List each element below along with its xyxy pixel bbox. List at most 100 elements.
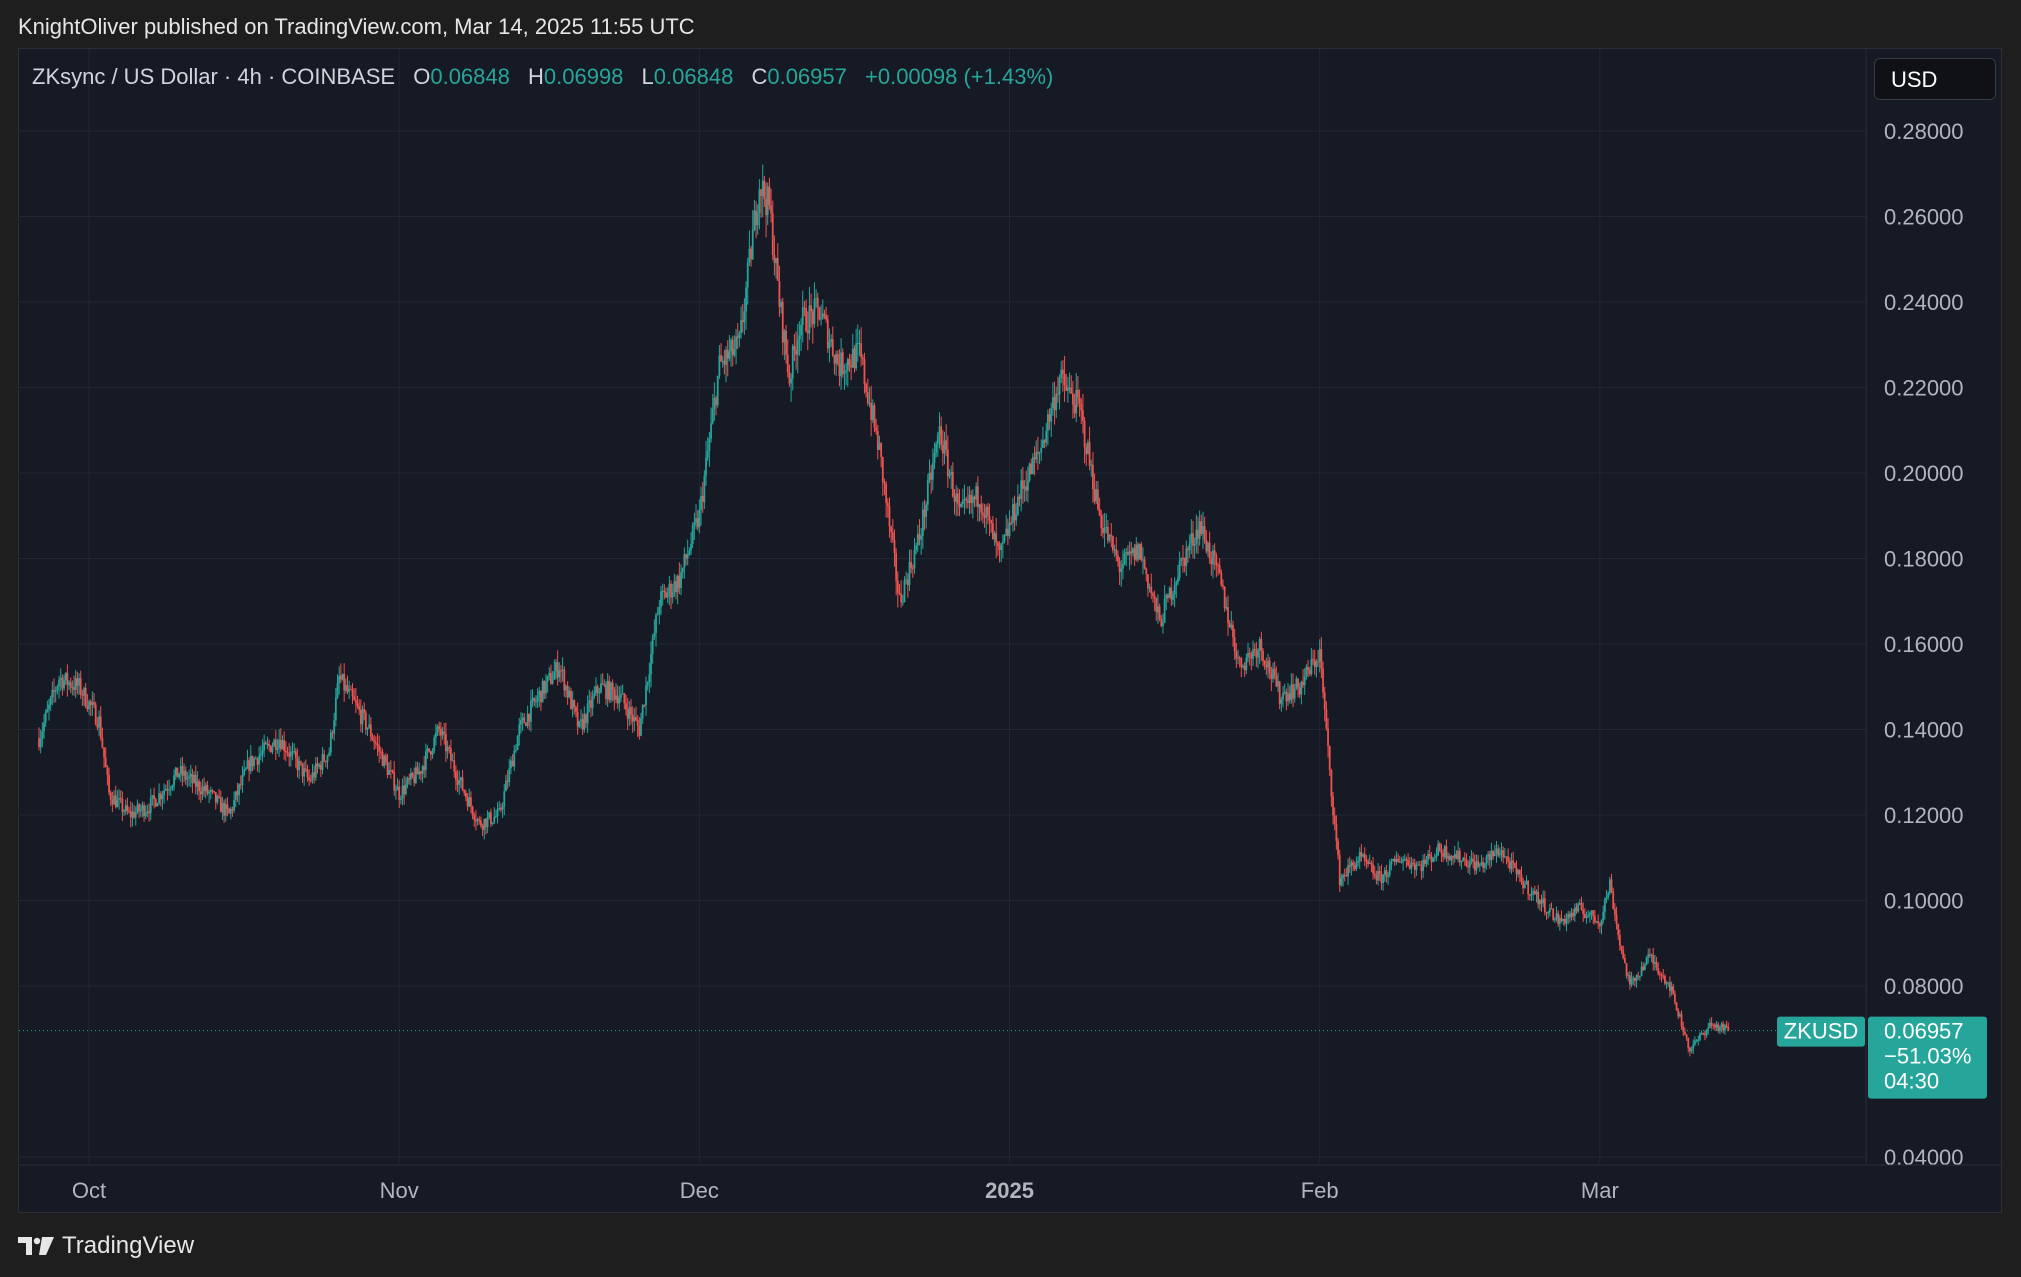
candle-body [386, 762, 389, 775]
candle-body [743, 311, 746, 323]
tradingview-logo-icon [18, 1237, 54, 1255]
candle-body [1267, 660, 1269, 668]
candle-body [991, 523, 994, 540]
candle-body [1036, 451, 1039, 454]
candle-body [1690, 1048, 1693, 1052]
candle-body [1435, 855, 1438, 857]
candle-body [1485, 856, 1488, 864]
candle-body [723, 360, 726, 365]
candle-body [1565, 918, 1568, 924]
footer-brand[interactable]: TradingView [18, 1232, 194, 1260]
candle-body [745, 287, 747, 312]
candle-body [1218, 565, 1221, 573]
candle-body [1542, 898, 1545, 904]
candle-body [1323, 692, 1326, 710]
candle-body [515, 749, 517, 751]
candle-body [69, 682, 72, 688]
candle-body [718, 355, 721, 376]
candle-body [249, 755, 252, 772]
candle-body [181, 766, 184, 776]
candle-body [108, 774, 110, 793]
candle-body [223, 802, 226, 816]
candle-body [793, 346, 796, 350]
candle-body [1645, 957, 1648, 965]
candle-body [766, 186, 769, 216]
price-tags: ZKUSD 0.06957−51.03%04:30 [19, 1016, 1987, 1099]
candle-body [1095, 489, 1098, 502]
candle-body [351, 689, 354, 697]
candle-body [416, 767, 419, 775]
candle-body [821, 313, 824, 319]
candle-body [1588, 913, 1591, 916]
candle-body [1217, 564, 1219, 566]
candle-body [978, 504, 981, 508]
candle-body [1138, 544, 1141, 560]
candle-body [525, 723, 527, 726]
candle-body [1675, 1002, 1678, 1011]
candle-body [1672, 986, 1675, 995]
candle-body [680, 572, 682, 589]
candle-body [781, 301, 784, 343]
candle-body [691, 525, 694, 545]
candle-body [1368, 862, 1371, 865]
candle-body [1228, 622, 1231, 628]
candle-body [520, 720, 522, 725]
candle-body [203, 786, 206, 792]
candle-body [615, 695, 617, 700]
candle-body [886, 502, 889, 507]
candle-body [254, 758, 257, 760]
candle-body [158, 793, 160, 804]
currency-selector-button[interactable]: USD [1874, 58, 1996, 100]
candle-body [1263, 660, 1266, 666]
candle-body [553, 671, 556, 680]
candle-body [406, 778, 409, 785]
candle-body [86, 706, 89, 710]
candle-body [426, 748, 429, 752]
candle-body [1093, 488, 1096, 502]
candle-body [940, 426, 943, 445]
candle-body [1082, 410, 1084, 421]
candle-body [1107, 527, 1109, 541]
candle-body [1150, 586, 1153, 594]
candle-body [1098, 508, 1101, 516]
candle-body [1570, 912, 1573, 918]
candle-body [1475, 861, 1478, 871]
candle-body [398, 786, 401, 800]
candle-body [655, 614, 657, 634]
candle-body [715, 397, 717, 405]
candles [38, 164, 1730, 1057]
candle-body [1643, 964, 1646, 971]
candle-body [276, 747, 279, 750]
candle-body [383, 755, 386, 766]
candle-body [204, 785, 207, 792]
candle-body [796, 339, 799, 355]
candle-body [1472, 858, 1475, 862]
candle-body [1253, 649, 1256, 651]
candle-body [73, 687, 75, 690]
candle-body [1058, 378, 1061, 395]
candle-body [855, 343, 858, 369]
candle-body [278, 739, 281, 748]
candle-body [1707, 1027, 1710, 1030]
candle-body [730, 339, 732, 352]
candle-body [1642, 966, 1645, 971]
y-tick-label: 0.22000 [1884, 376, 1964, 401]
candle-body [153, 795, 155, 800]
candle-body [795, 349, 797, 355]
candle-body [965, 498, 968, 501]
candle-body [676, 575, 679, 593]
candle-body [966, 500, 969, 503]
candle-body [820, 318, 823, 320]
candle-body [1612, 891, 1615, 909]
candle-body [1242, 665, 1244, 668]
candle-body [1293, 688, 1296, 699]
candle-body [875, 427, 878, 431]
candle-body [858, 343, 861, 345]
grid-lines [19, 49, 1866, 1163]
candle-body [326, 755, 329, 762]
candle-body [861, 357, 864, 360]
candle-body [726, 349, 729, 359]
symbol-title[interactable]: ZKsync / US Dollar · 4h · COINBASE [32, 64, 396, 89]
candle-body [1273, 668, 1276, 676]
